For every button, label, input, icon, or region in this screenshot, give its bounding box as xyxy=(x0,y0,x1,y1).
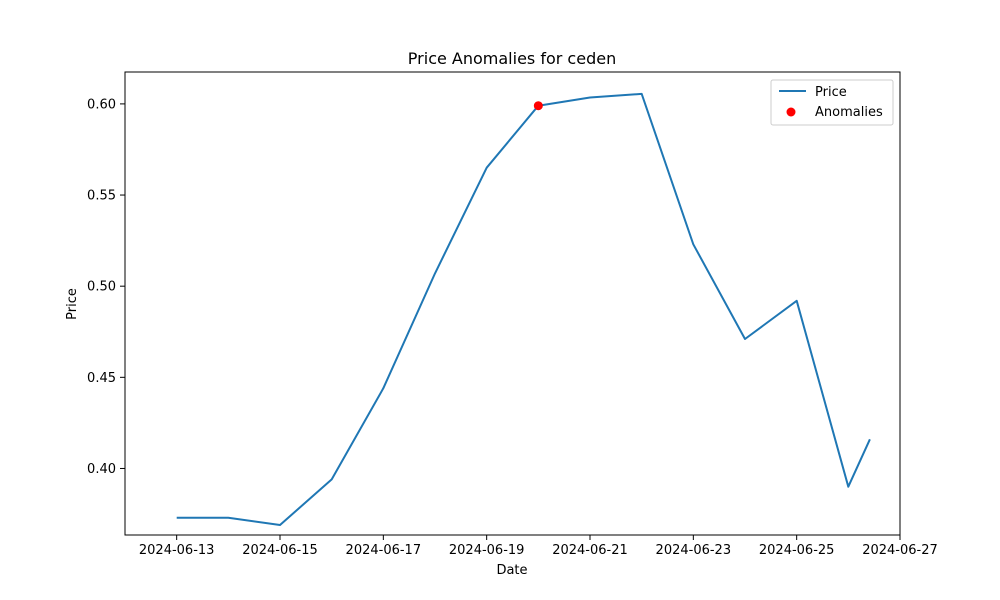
x-tick-label-2: 2024-06-17 xyxy=(346,543,422,558)
x-tick-label-0: 2024-06-13 xyxy=(139,543,215,558)
y-tick-label-2: 0.50 xyxy=(87,280,116,295)
y-axis-label: Price xyxy=(65,288,80,320)
legend-anomalies-swatch xyxy=(786,107,796,117)
x-tick-label-3: 2024-06-19 xyxy=(449,543,525,558)
chart-title: Price Anomalies for ceden xyxy=(408,49,616,68)
plot-area: 2024-06-13 2024-06-15 2024-06-17 2024-06-19… xyxy=(87,71,938,558)
anomaly-point-0 xyxy=(533,101,543,111)
y-tick-label-1: 0.45 xyxy=(87,371,116,386)
legend: Price Anomalies xyxy=(770,79,894,126)
x-tick-label-4: 2024-06-21 xyxy=(552,543,628,558)
y-tick-label-4: 0.60 xyxy=(87,97,116,112)
x-tick-label-1: 2024-06-15 xyxy=(242,543,318,558)
axes-frame xyxy=(124,71,901,536)
x-axis-label: Date xyxy=(496,563,527,578)
x-tick-label-5: 2024-06-23 xyxy=(656,543,732,558)
y-tick-label-3: 0.55 xyxy=(87,189,116,204)
x-tick-label-7: 2024-06-27 xyxy=(862,543,938,558)
x-tick-label-6: 2024-06-25 xyxy=(759,543,835,558)
legend-price-label: Price xyxy=(815,85,847,100)
y-tick-label-0: 0.40 xyxy=(87,462,116,477)
legend-anomalies-label: Anomalies xyxy=(815,105,883,120)
